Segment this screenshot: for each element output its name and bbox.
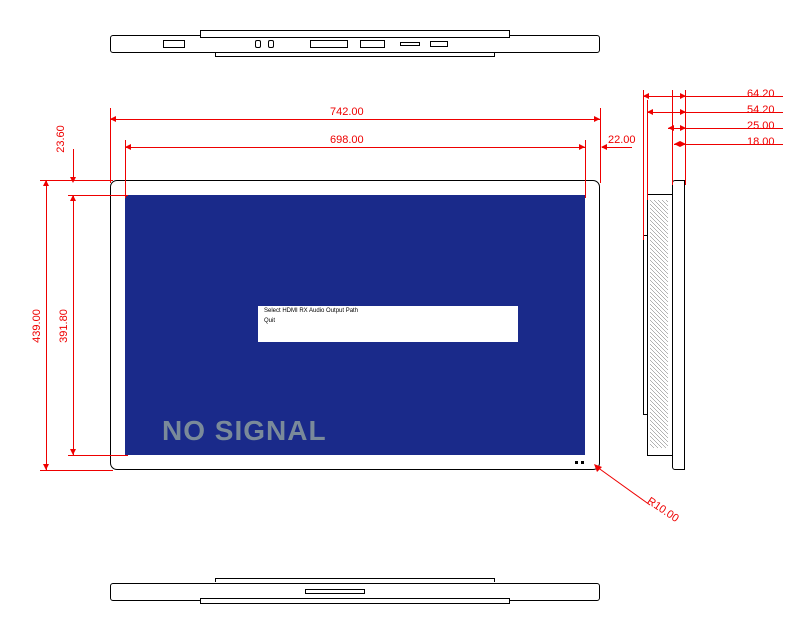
arrow: [601, 144, 607, 150]
dim-depth-2: 54.20: [747, 104, 775, 116]
ext-line: [647, 100, 648, 200]
arrow: [70, 195, 76, 201]
dim-depth-4: 18.00: [747, 136, 775, 148]
dim-depth-3: 25.00: [747, 120, 775, 132]
indicator-led: [575, 461, 578, 464]
indicator-led: [581, 461, 584, 464]
arrow: [668, 125, 674, 131]
arrow: [680, 93, 686, 99]
dim-line-height-outer: [46, 180, 47, 470]
ext-line: [643, 90, 644, 240]
arrow: [643, 93, 649, 99]
arrow: [680, 109, 686, 115]
dim-height-inner: 391.80: [58, 309, 70, 343]
side-view-vents: [650, 200, 670, 450]
dim-height-outer: 439.00: [31, 309, 43, 343]
dim-width-margin: 22.00: [608, 134, 636, 146]
ext-line: [685, 90, 686, 185]
ext-line: [125, 140, 126, 198]
ext-line: [672, 90, 673, 185]
ext-line: [68, 195, 128, 196]
dim-line-height-inner: [73, 195, 74, 455]
top-view-port-3: [268, 40, 274, 48]
ext-line: [40, 180, 113, 181]
side-view-bracket: [643, 235, 648, 415]
arrow: [647, 109, 653, 115]
arrow: [680, 125, 686, 131]
top-view-mount: [200, 30, 510, 38]
top-view-port-6: [400, 42, 420, 46]
top-view-port-7: [430, 41, 448, 47]
top-view-port-5: [360, 40, 385, 48]
dim-height-margin: 23.60: [55, 125, 67, 153]
ext-line: [68, 455, 128, 456]
top-view-port-2: [255, 40, 261, 48]
top-view-port-4: [310, 40, 348, 48]
ext-line: [110, 108, 111, 183]
screen-no-signal: NO SIGNAL: [162, 415, 327, 447]
side-view-body: [672, 180, 685, 470]
bottom-view-mount: [200, 598, 510, 604]
dim-depth-1: 64.20: [747, 88, 775, 100]
arrow: [680, 141, 686, 147]
ext-line: [40, 470, 113, 471]
bottom-view-bracket: [215, 578, 495, 582]
dim-line-width-outer: [110, 119, 600, 120]
top-view-port-1: [163, 40, 185, 48]
dim-line-width-inner: [125, 147, 585, 148]
dim-width-inner: 698.00: [330, 134, 364, 146]
bottom-view-slot: [305, 589, 365, 594]
dim-width-outer: 742.00: [330, 106, 364, 118]
top-view-bracket: [215, 53, 495, 57]
dim-line-margin-h: [73, 149, 74, 179]
ext-line: [585, 140, 586, 198]
dialog-line-1: Select HDMI RX Audio Output Path: [258, 306, 518, 316]
dialog-line-2: Quit: [258, 316, 518, 326]
screen-dialog: Select HDMI RX Audio Output Path Quit: [258, 306, 518, 342]
